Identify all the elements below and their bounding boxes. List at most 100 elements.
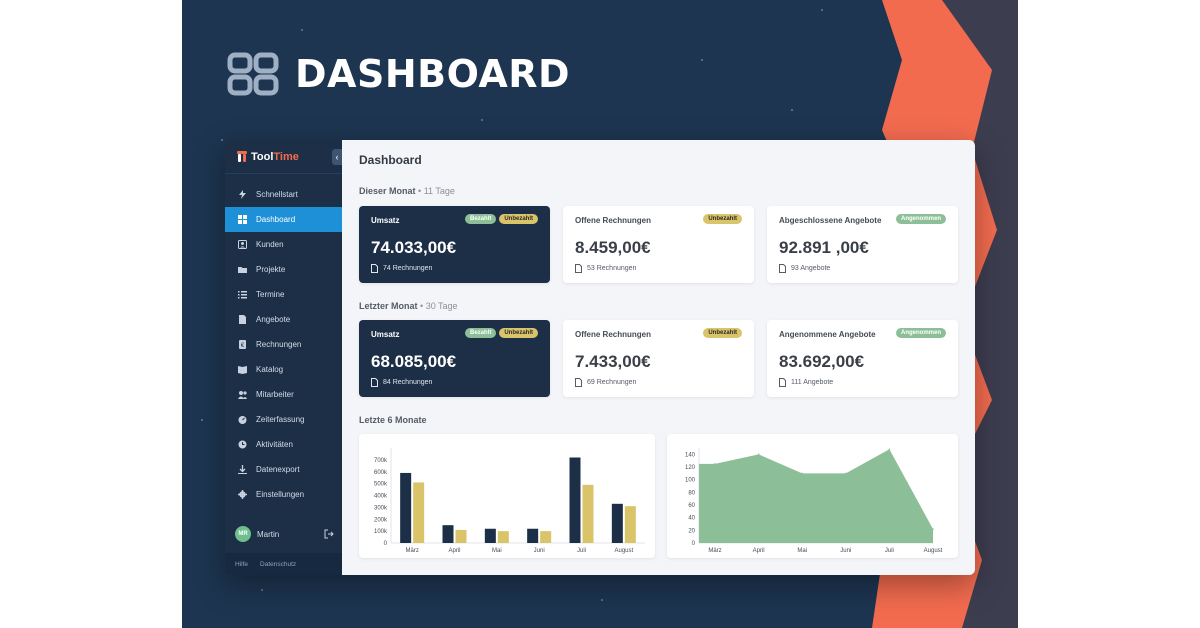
logout-icon[interactable] [324, 529, 334, 539]
status-badges: Unbezahlt [700, 328, 742, 338]
bar [484, 528, 496, 543]
sidebar-item-zeiterfassung[interactable]: Zeiterfassung [225, 407, 342, 432]
document-icon [779, 264, 786, 273]
bar-chart: 0 100k 200k 300k 400k 500k 600k 700k März April Ma… [374, 448, 645, 554]
card-label: Offene Rechnungen [575, 330, 652, 339]
sidebar-item-dashboard[interactable]: Dashboard [225, 207, 342, 232]
y-tick-label: 140 [685, 452, 696, 458]
y-tick-label: 600k [374, 470, 388, 476]
status-badge: Unbezahlt [703, 328, 742, 338]
stat-card[interactable]: Abgeschlossene Angebote Angenommen 92.891 … [767, 206, 958, 283]
data-point [801, 472, 803, 475]
bar-chart-card: 0 100k 200k 300k 400k 500k 600k 700k März April Ma… [359, 434, 655, 558]
document-icon [239, 315, 246, 324]
sidebar-item-label: Datenexport [256, 465, 300, 474]
bar [624, 506, 636, 543]
bar [582, 484, 594, 543]
card-label: Angenommene Angebote [779, 330, 876, 339]
data-point [845, 472, 847, 475]
sidebar-item-label: Projekte [256, 265, 286, 274]
stat-card[interactable]: Umsatz Bezahlt Unbezahlt 68.085,00€ 84 Rechn… [359, 320, 550, 397]
bar [413, 482, 425, 543]
sidebar-item-label: Mitarbeiter [256, 390, 294, 399]
page-title: Dashboard [359, 153, 422, 167]
gear-icon [238, 490, 247, 499]
avatar: MR [235, 526, 251, 542]
sidebar-item-termine[interactable]: Termine [225, 282, 342, 307]
main-content: Dashboard Dieser Monat • 11 Tage Umsatz B… [342, 140, 975, 575]
sidebar-item-label: Rechnungen [256, 340, 302, 349]
y-tick-label: 100 [685, 478, 696, 484]
card-subtext: 111 Angebote [779, 378, 833, 387]
status-badge: Angenommen [895, 328, 946, 338]
data-point [932, 528, 934, 530]
x-tick-label: Juli [885, 548, 894, 554]
sidebar-item-label: Termine [256, 290, 285, 299]
sidebar-item-datenexport[interactable]: Datenexport [225, 457, 342, 482]
x-tick-label: Mai [797, 548, 807, 554]
bar [455, 529, 467, 543]
status-badges: Bezahlt Unbezahlt [462, 214, 538, 224]
y-tick-label: 20 [688, 528, 695, 534]
sidebar-item-label: Angebote [256, 315, 291, 324]
card-label: Abgeschlossene Angebote [779, 216, 882, 225]
sidebar-nav: Schnellstart Dashboard Kunden Projekte Termi… [225, 182, 342, 507]
x-tick-label: Juli [577, 548, 586, 554]
privacy-link[interactable]: Datenschutz [260, 560, 297, 568]
card-label: Umsatz [371, 216, 400, 225]
y-tick-label: 100k [374, 529, 388, 535]
area-chart-card: 0 20 40 60 80 100 120 140 März April Mai Juni Juli Au… [667, 434, 958, 558]
help-link[interactable]: Hilfe [235, 560, 249, 568]
sidebar-item-mitarbeiter[interactable]: Mitarbeiter [225, 382, 342, 407]
document-icon [575, 264, 582, 273]
sidebar-item-schnellstart[interactable]: Schnellstart [225, 182, 342, 207]
status-badges: Angenommen [893, 214, 946, 224]
card-subtext: 69 Rechnungen [575, 378, 636, 387]
sidebar-item-angebote[interactable]: Angebote [225, 307, 342, 332]
card-subtext: 84 Rechnungen [371, 378, 432, 387]
bar [611, 503, 623, 543]
card-label: Umsatz [371, 330, 400, 339]
y-tick-label: 700k [374, 458, 388, 464]
y-tick-label: 0 [384, 541, 388, 547]
section-last-month: Letzter Monat • 30 Tage [359, 301, 458, 311]
sidebar-item-label: Dashboard [256, 215, 296, 224]
bar [497, 531, 509, 543]
area-chart: 0 20 40 60 80 100 120 140 März April Mai Juni Juli Au… [685, 448, 943, 554]
bolt-icon [239, 190, 246, 199]
y-tick-label: 120 [685, 465, 696, 471]
stat-card[interactable]: Angenommene Angebote Angenommen 83.692,00€… [767, 320, 958, 397]
stat-card[interactable]: Umsatz Bezahlt Unbezahlt 74.033,00€ 74 Rechn… [359, 206, 550, 283]
collapse-sidebar-button[interactable]: ‹ [332, 149, 342, 165]
sidebar-item-label: Aktivitäten [256, 440, 293, 449]
x-tick-label: Juni [534, 548, 545, 554]
sidebar-item-label: Kunden [256, 240, 284, 249]
brand-logo[interactable]: ToolTime [225, 140, 342, 174]
sidebar-item-label: Einstellungen [256, 490, 305, 499]
sidebar-item-projekte[interactable]: Projekte [225, 257, 342, 282]
sidebar-item-katalog[interactable]: Katalog [225, 357, 342, 382]
hero-title: DASHBOARD [295, 52, 571, 96]
x-tick-label: März [405, 548, 418, 554]
clock-icon [238, 440, 247, 449]
data-point [888, 448, 891, 451]
sidebar-item-kunden[interactable]: Kunden [225, 232, 342, 257]
status-badges: Angenommen [893, 328, 946, 338]
status-badge: Unbezahlt [703, 214, 742, 224]
user-profile[interactable]: MR Martin [225, 523, 342, 545]
bar [442, 525, 454, 543]
status-badge: Angenommen [895, 214, 946, 224]
sidebar-item-einstellungen[interactable]: Einstellungen [225, 482, 342, 507]
card-value: 68.085,00€ [371, 352, 457, 371]
stat-card[interactable]: Offene Rechnungen Unbezahlt 7.433,00€ 69 Re… [563, 320, 754, 397]
x-tick-label: April [753, 548, 765, 554]
bar [400, 472, 412, 543]
card-value: 8.459,00€ [575, 238, 651, 257]
stat-card[interactable]: Offene Rechnungen Unbezahlt 8.459,00€ 53 Re… [563, 206, 754, 283]
card-value: 92.891 ,00€ [779, 238, 869, 257]
sidebar-item-aktivit-ten[interactable]: Aktivitäten [225, 432, 342, 457]
sidebar-item-rechnungen[interactable]: € Rechnungen [225, 332, 342, 357]
data-point [714, 463, 716, 465]
app-window: ToolTime ‹ Schnellstart Dashboard Kunden Pr… [225, 140, 975, 575]
y-tick-label: 300k [374, 505, 388, 511]
